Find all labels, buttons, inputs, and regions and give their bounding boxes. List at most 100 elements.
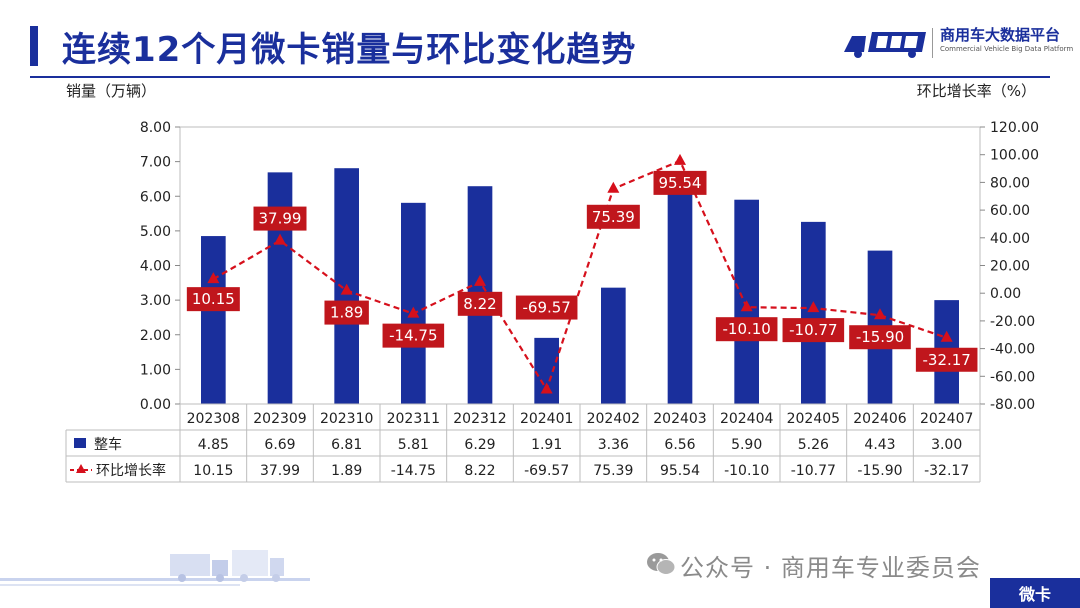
- line-point-marker: [407, 306, 420, 318]
- x-axis-category-label: 202405: [787, 411, 840, 427]
- logo-text-cn: 商用车大数据平台: [940, 26, 1061, 44]
- legend-bar-swatch: [74, 438, 86, 448]
- line-data-label-bg: [186, 287, 240, 312]
- bar-整车: [801, 221, 826, 404]
- legend-line-marker: [76, 464, 86, 473]
- wechat-icon: [647, 553, 676, 575]
- header-divider: [30, 76, 1050, 78]
- line-data-label: -32.17: [922, 351, 970, 369]
- left-axis-tick-label: 2.00: [140, 328, 171, 344]
- line-point-marker: [740, 300, 753, 312]
- line-data-label: 1.89: [330, 304, 363, 322]
- line-point-marker: [874, 308, 886, 320]
- x-axis-category-label: 202310: [320, 411, 373, 427]
- table-line-value: -14.75: [391, 463, 436, 479]
- line-data-label: -10.77: [789, 321, 837, 339]
- line-point-marker: [607, 181, 620, 193]
- line-data-label: -10.10: [722, 320, 770, 338]
- left-axis-tick-label: 7.00: [140, 155, 171, 171]
- truck-logo-icon: [844, 32, 926, 58]
- line-point-marker: [274, 233, 286, 245]
- line-data-label-bg: [457, 291, 503, 316]
- left-axis-tick-label: 1.00: [140, 362, 171, 378]
- table-bar-value: 3.36: [598, 437, 629, 453]
- right-axis-tick-label: 60.00: [990, 203, 1030, 219]
- right-axis-tick-label: -80.00: [990, 397, 1035, 413]
- legend-line-label: 环比增长率: [96, 462, 166, 479]
- page-title: 连续12个月微卡销量与环比变化趋势: [62, 30, 637, 70]
- right-axis-tick-label: -20.00: [990, 314, 1035, 330]
- bar-整车: [667, 176, 693, 404]
- table-line-value: 37.99: [260, 463, 300, 479]
- line-data-label-bg: [915, 347, 978, 372]
- line-data-label-bg: [586, 204, 640, 229]
- line-data-label-bg: [382, 323, 445, 348]
- plot-area-frame: [179, 126, 981, 405]
- line-data-label-bg: [715, 317, 778, 342]
- x-axis-category-label: 202311: [387, 411, 440, 427]
- bar-整车: [401, 202, 426, 404]
- x-axis-category-label: 202309: [253, 411, 306, 427]
- line-point-marker: [674, 153, 686, 165]
- line-point-marker: [207, 272, 220, 284]
- table-bar-value: 6.56: [664, 437, 695, 453]
- table-line-value: -10.77: [791, 463, 836, 479]
- line-data-label-bg: [324, 300, 369, 325]
- line-data-label: 8.22: [463, 295, 496, 313]
- line-data-label-bg: [849, 325, 911, 350]
- table-bar-value: 1.91: [531, 437, 562, 453]
- brand-logo: 商用车大数据平台 Commercial Vehicle Big Data Pla…: [842, 24, 1073, 64]
- right-axis-tick-label: 20.00: [990, 259, 1030, 275]
- right-axis-title: 环比增长率（%）: [916, 82, 1036, 100]
- right-axis-tick-label: 120.00: [990, 120, 1039, 136]
- table-bar-value: 5.81: [398, 437, 429, 453]
- left-axis-tick-label: 8.00: [140, 120, 171, 136]
- table-line-value: -10.10: [724, 463, 769, 479]
- table-line-value: 95.54: [660, 463, 700, 479]
- line-环比增长率: [212, 159, 948, 393]
- left-axis-tick-label: 3.00: [140, 293, 171, 309]
- line-data-label-bg: [253, 206, 307, 231]
- table-bar-value: 6.81: [331, 437, 362, 453]
- right-axis-tick-label: -40.00: [990, 342, 1035, 358]
- table-line-value: 75.39: [593, 463, 633, 479]
- line-data-label: 95.54: [659, 174, 702, 192]
- table-bar-value: 3.00: [931, 437, 962, 453]
- logo-separator: [932, 28, 933, 58]
- right-axis-tick-label: 40.00: [990, 231, 1030, 247]
- left-axis-tick-label: 0.00: [140, 397, 171, 413]
- line-data-label: -14.75: [389, 327, 437, 345]
- bar-整车: [601, 287, 626, 404]
- table-bar-value: 4.85: [198, 437, 229, 453]
- line-data-label-bg: [782, 318, 845, 343]
- table-bar-value: 4.43: [864, 437, 895, 453]
- table-line-value: -32.17: [924, 463, 969, 479]
- table-line-value: -15.90: [857, 463, 902, 479]
- title-accent-bar: [30, 26, 38, 66]
- right-axis-tick-label: 0.00: [990, 286, 1021, 302]
- line-data-label: -15.90: [856, 328, 904, 346]
- line-data-label: -69.57: [522, 299, 570, 317]
- x-axis-category-label: 202401: [520, 411, 573, 427]
- line-point-marker: [807, 301, 820, 313]
- table-line-value: 10.15: [193, 463, 233, 479]
- line-data-label: 37.99: [259, 210, 302, 228]
- line-data-label-bg: [515, 295, 578, 320]
- trucks-decoration-icon: [0, 550, 310, 586]
- right-axis-tick-label: 100.00: [990, 148, 1039, 164]
- table-line-value: 8.22: [464, 463, 495, 479]
- line-data-label: 10.15: [192, 290, 235, 308]
- table-bar-value: 5.26: [798, 437, 829, 453]
- x-axis-category-label: 202402: [587, 411, 640, 427]
- legend-bar-label: 整车: [94, 436, 122, 453]
- right-axis-tick-label: 80.00: [990, 175, 1030, 191]
- line-point-marker: [540, 382, 553, 394]
- left-axis-title: 销量（万辆）: [66, 82, 157, 100]
- x-axis-category-label: 202312: [453, 411, 506, 427]
- x-axis-category-label: 202404: [720, 411, 774, 427]
- left-axis-tick-label: 4.00: [140, 259, 171, 275]
- table-bar-value: 6.69: [264, 437, 295, 453]
- x-axis-category-label: 202407: [920, 411, 973, 427]
- table-bar-value: 5.90: [731, 437, 762, 453]
